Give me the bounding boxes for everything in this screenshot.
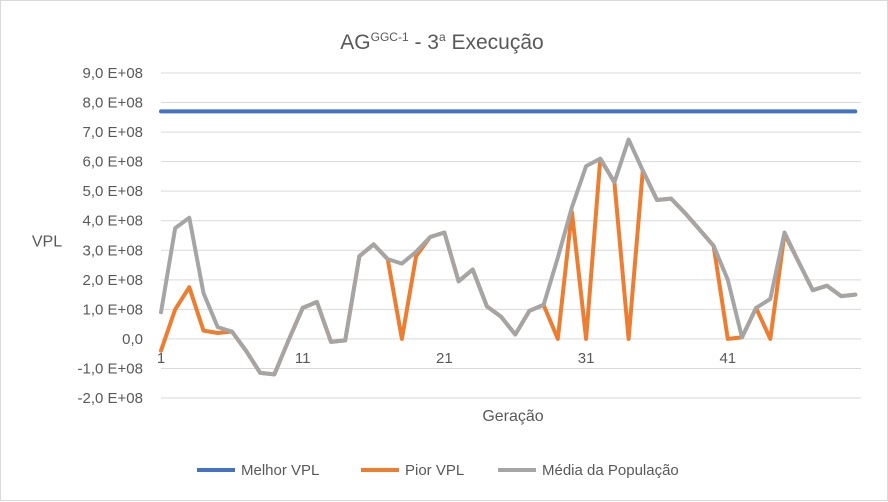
x-tick-label: 31 <box>578 350 595 367</box>
y-tick-label: 6,0 E+08 <box>83 154 143 171</box>
legend-label: Média da População <box>542 461 679 479</box>
y-tick-label: 7,0 E+08 <box>83 124 143 141</box>
legend-item: Pior VPL <box>361 459 464 481</box>
legend-swatch <box>197 468 235 472</box>
x-tick-label: 11 <box>295 350 311 367</box>
y-tick-label: 8,0 E+08 <box>83 95 143 112</box>
y-tick-label: 3,0 E+08 <box>83 242 143 259</box>
y-tick-label: 1,0 E+08 <box>83 301 143 318</box>
chart-legend: Melhor VPL Pior VPL Média da População <box>1 459 888 481</box>
x-axis-title: Geração <box>482 408 543 425</box>
legend-swatch <box>498 468 536 472</box>
x-tick-label: 41 <box>719 350 736 367</box>
y-axis-title: VPL <box>32 234 62 251</box>
legend-label: Pior VPL <box>405 461 465 479</box>
y-tick-label: -1,0 E+08 <box>78 360 143 377</box>
x-tick-label: 21 <box>436 350 453 367</box>
x-tick-label: 1 <box>157 350 165 367</box>
chart-title: AGGGC-1 - 3a Execução <box>340 30 544 54</box>
y-tick-label: 4,0 E+08 <box>83 213 143 230</box>
series-line-m-dia-da-popula-o <box>159 137 858 377</box>
legend-item: Melhor VPL <box>197 459 319 481</box>
y-tick-label: 0,0 <box>122 331 143 348</box>
y-tick-label: 5,0 E+08 <box>83 183 143 200</box>
y-tick-label: -2,0 E+08 <box>78 390 143 407</box>
legend-swatch <box>361 468 399 472</box>
legend-label: Melhor VPL <box>241 461 320 479</box>
y-tick-label: 2,0 E+08 <box>83 272 143 289</box>
y-tick-label: 9,0 E+08 <box>83 65 143 82</box>
legend-item: Média da População <box>498 459 679 481</box>
